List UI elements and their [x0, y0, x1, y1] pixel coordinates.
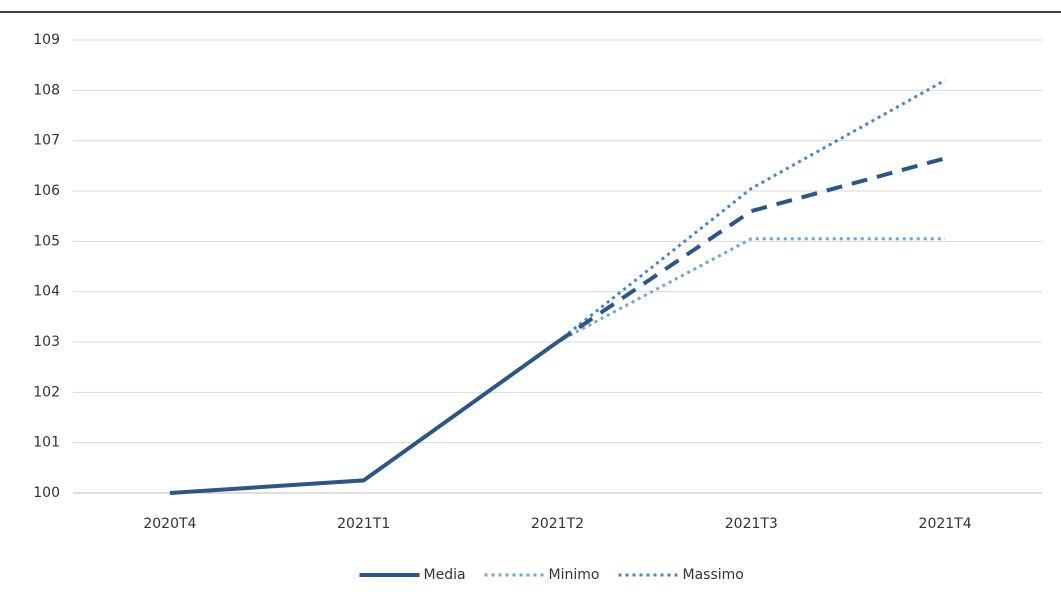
- legend-label: Massimo: [683, 567, 744, 583]
- series-line: [556, 237, 946, 344]
- x-tick-label: 2021T3: [725, 516, 778, 532]
- y-tick-label: 102: [33, 384, 60, 400]
- y-tick-label: 109: [33, 32, 60, 48]
- y-tick-label: 107: [33, 133, 60, 149]
- x-tick-label: 2021T1: [337, 516, 390, 532]
- x-tick-label: 2021T4: [919, 516, 972, 532]
- series-line: [556, 78, 946, 344]
- legend-label: Minimo: [549, 567, 600, 583]
- x-tick-label: 2021T2: [531, 516, 584, 532]
- y-tick-label: 106: [33, 183, 60, 199]
- series-line: [169, 340, 559, 495]
- y-tick-label: 105: [33, 233, 60, 249]
- series-line: [556, 156, 946, 344]
- y-tick-label: 101: [33, 435, 60, 451]
- y-tick-label: 104: [33, 284, 60, 300]
- y-tick-label: 100: [33, 485, 60, 501]
- y-tick-label: 103: [33, 334, 60, 350]
- y-tick-label: 108: [33, 82, 60, 98]
- legend-label: Media: [424, 567, 466, 583]
- x-tick-label: 2020T4: [143, 516, 196, 532]
